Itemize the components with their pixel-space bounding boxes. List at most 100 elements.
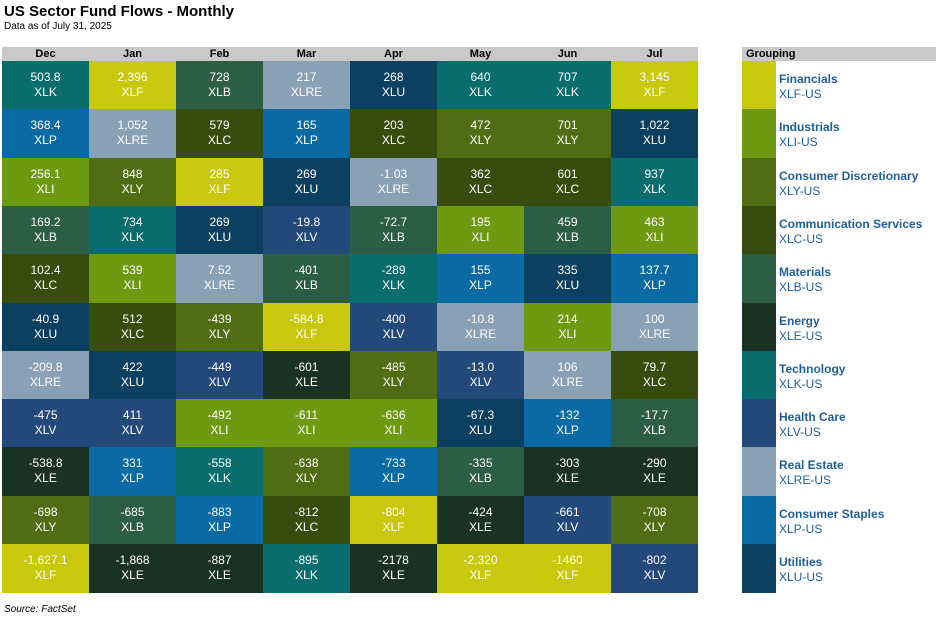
legend-swatch-xlb xyxy=(742,254,776,304)
cell-ticker: XLRE xyxy=(638,326,671,341)
cell-mar-xle: -601 XLE xyxy=(263,350,350,400)
cell-ticker: XLB xyxy=(469,471,492,486)
chart-subtitle: Data as of July 31, 2025 xyxy=(4,21,112,32)
cell-jul-xlf: 3,145 XLF xyxy=(611,61,698,110)
cell-jun-xlc: 601 XLC xyxy=(524,157,611,207)
grouping-header: Grouping xyxy=(742,47,936,61)
cell-value: -2,320 xyxy=(463,553,498,567)
cell-value: 707 xyxy=(557,70,578,84)
cell-value: -1.03 xyxy=(379,166,408,181)
cell-ticker: XLU xyxy=(207,229,232,244)
cell-ticker: XLC xyxy=(642,374,667,389)
cell-may-xlp: 155 XLP xyxy=(437,254,524,304)
cell-ticker: XLP xyxy=(556,423,579,438)
legend-ticker-xli: XLI-US xyxy=(779,135,818,150)
cell-apr-xlv: -400 XLV xyxy=(350,302,437,352)
cell-value: -439 xyxy=(207,311,232,326)
legend-name-xlv: Health Care xyxy=(779,410,846,425)
legend-name-xlre: Real Estate xyxy=(779,458,844,473)
cell-jul-xlre: 100 XLRE xyxy=(611,302,698,352)
cell-value: -290 xyxy=(642,456,667,471)
cell-ticker: XLU xyxy=(381,85,406,99)
cell-value: 422 xyxy=(122,359,143,374)
legend-swatch-xlu xyxy=(742,544,776,593)
cell-ticker: XLB xyxy=(643,423,666,438)
column-header-apr: Apr xyxy=(350,47,437,61)
cell-feb-xlu: 269 XLU xyxy=(176,205,263,255)
cell-ticker: XLY xyxy=(469,133,492,148)
cell-value: -812 xyxy=(294,504,319,519)
cell-value: -485 xyxy=(381,359,406,374)
cell-ticker: XLP xyxy=(121,471,144,486)
cell-value: -601 xyxy=(294,359,319,374)
cell-ticker: XLP xyxy=(643,278,666,293)
cell-value: -883 xyxy=(207,504,232,519)
cell-dec-xlf: -1,627.1 XLF xyxy=(2,544,89,593)
cell-may-xlc: 362 XLC xyxy=(437,157,524,207)
cell-ticker: XLV xyxy=(208,374,231,389)
cell-value: -67.3 xyxy=(466,408,495,423)
legend-swatch-xlf xyxy=(742,61,776,110)
cell-ticker: XLE xyxy=(34,471,57,486)
cell-ticker: XLP xyxy=(295,133,318,148)
legend-ticker-xle: XLE-US xyxy=(779,328,823,343)
cell-value: -685 xyxy=(120,504,145,519)
cell-jul-xli: 463 XLI xyxy=(611,205,698,255)
legend-swatch-xlv xyxy=(742,399,776,449)
cell-ticker: XLI xyxy=(297,423,316,438)
cell-jan-xlu: 422 XLU xyxy=(89,350,176,400)
cell-value: 137.7 xyxy=(639,263,670,278)
cell-apr-xly: -485 XLY xyxy=(350,350,437,400)
legend-swatch-xlc xyxy=(742,205,776,255)
cell-apr-xlk: -289 XLK xyxy=(350,254,437,304)
cell-ticker: XLE xyxy=(643,471,666,486)
cell-dec-xlv: -475 XLV xyxy=(2,399,89,449)
cell-value: -400 xyxy=(381,311,406,326)
cell-ticker: XLI xyxy=(384,423,403,438)
cell-ticker: XLY xyxy=(34,519,57,534)
cell-feb-xlre: 7.52 XLRE xyxy=(176,254,263,304)
cell-mar-xlc: -812 XLC xyxy=(263,495,350,545)
legend-name-xlc: Communication Services xyxy=(779,216,923,231)
cell-value: 579 xyxy=(209,118,230,133)
column-header-jul: Jul xyxy=(611,47,698,61)
cell-ticker: XLU xyxy=(33,326,58,341)
cell-value: -1,627.1 xyxy=(23,553,68,567)
cell-jul-xlv: -802 XLV xyxy=(611,544,698,593)
cell-ticker: XLY xyxy=(208,326,231,341)
cell-jun-xlp: -132 XLP xyxy=(524,399,611,449)
cell-ticker: XLY xyxy=(643,519,666,534)
legend-ticker-xly: XLY-US xyxy=(779,183,821,198)
cell-ticker: XLB xyxy=(556,229,579,244)
cell-jul-xlk: 937 XLK xyxy=(611,157,698,207)
cell-value: -72.7 xyxy=(379,214,408,229)
cell-ticker: XLI xyxy=(210,423,229,438)
cell-mar-xli: -611 XLI xyxy=(263,399,350,449)
cell-value: -303 xyxy=(555,456,580,471)
cell-ticker: XLK xyxy=(34,85,57,99)
cell-ticker: XLC xyxy=(294,519,319,534)
cell-ticker: XLY xyxy=(121,181,144,196)
cell-dec-xlk: 503.8 XLK xyxy=(2,61,89,110)
cell-ticker: XLV xyxy=(469,374,492,389)
cell-value: -895 xyxy=(294,553,319,567)
cell-jun-xlre: 106 XLRE xyxy=(524,350,611,400)
cell-ticker: XLY xyxy=(556,133,579,148)
legend-name-xlk: Technology xyxy=(779,361,846,376)
cell-value: 165 xyxy=(296,118,317,133)
cell-ticker: XLRE xyxy=(290,85,323,99)
cell-value: 102.4 xyxy=(30,263,61,278)
cell-ticker: XLRE xyxy=(464,326,497,341)
cell-ticker: XLI xyxy=(123,278,142,293)
cell-apr-xlre: -1.03 XLRE xyxy=(350,157,437,207)
cell-feb-xlc: 579 XLC xyxy=(176,109,263,159)
cell-value: -661 xyxy=(555,504,580,519)
cell-value: -558 xyxy=(207,456,232,471)
cell-ticker: XLI xyxy=(471,229,490,244)
cell-may-xli: 195 XLI xyxy=(437,205,524,255)
cell-apr-xlc: 203 XLC xyxy=(350,109,437,159)
cell-jan-xlf: 2,396 XLF xyxy=(89,61,176,110)
cell-value: -733 xyxy=(381,456,406,471)
cell-value: -698 xyxy=(33,504,58,519)
cell-ticker: XLC xyxy=(207,133,232,148)
